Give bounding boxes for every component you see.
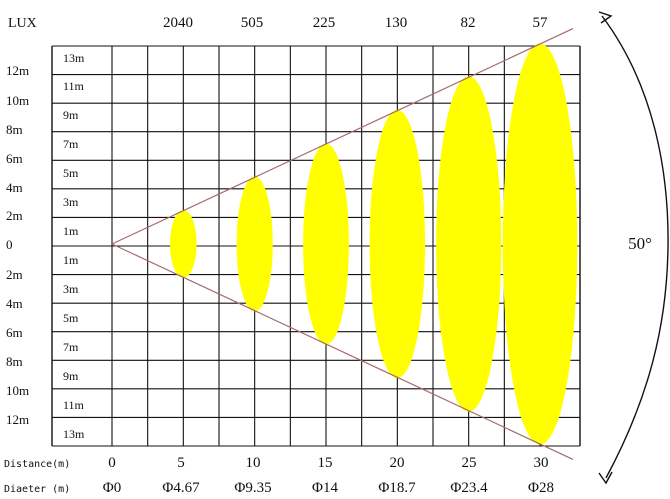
inner-scale-upper-3m: 3m — [63, 195, 79, 209]
left-scale-lower-2m: 2m — [6, 267, 23, 282]
inner-scale-lower-9m: 9m — [63, 369, 79, 383]
left-scale-lower-12m: 12m — [6, 412, 29, 427]
inner-scale-lower-3m: 3m — [63, 282, 79, 296]
left-scale-lower-6m: 6m — [6, 325, 23, 340]
left-scale-upper-6m: 6m — [6, 151, 23, 166]
beam-spot — [436, 76, 502, 412]
distance-30: 30 — [534, 455, 549, 471]
top-arrowhead-icon — [598, 11, 613, 24]
beam-angle-arc — [601, 15, 669, 479]
diameter-25: Φ23.4 — [450, 480, 488, 496]
inner-scale-upper-1m: 1m — [63, 224, 79, 238]
inner-scale: 13m 11m 9m 7m 5m 3m 1m 1m 3m 5m 7m 9m 11… — [63, 51, 85, 441]
light-beams — [170, 43, 578, 445]
inner-scale-upper-5m: 5m — [63, 166, 79, 180]
lux-value-25m: 82 — [461, 15, 476, 31]
lower-beam-edge-line — [111, 243, 574, 460]
diameter-0: Φ0 — [103, 480, 121, 496]
diameter-15: Φ14 — [312, 480, 338, 496]
diameter-label: Diaeter (m) — [4, 484, 70, 495]
lux-value-5m: 2040 — [163, 15, 193, 31]
diameter-10: Φ9.35 — [234, 480, 271, 496]
inner-scale-upper-13m: 13m — [63, 51, 85, 65]
distance-15: 15 — [318, 455, 333, 471]
diameter-20: Φ18.7 — [378, 480, 416, 496]
inner-scale-upper-11m: 11m — [63, 79, 85, 93]
inner-scale-lower-5m: 5m — [63, 311, 79, 325]
distance-5: 5 — [177, 455, 185, 471]
beam-edge-lines — [111, 28, 574, 460]
left-outer-scale: 12m 10m 8m 6m 4m 2m 0 2m 4m 6m 8m 10m 12… — [6, 63, 29, 427]
left-scale-center: 0 — [6, 237, 13, 252]
distance-20: 20 — [390, 455, 405, 471]
distance-0: 0 — [108, 455, 116, 471]
left-scale-upper-10m: 10m — [6, 93, 29, 108]
left-scale-lower-8m: 8m — [6, 354, 23, 369]
beam-spot — [369, 109, 426, 379]
inner-scale-lower-7m: 7m — [63, 340, 79, 354]
left-scale-upper-8m: 8m — [6, 122, 23, 137]
inner-scale-lower-11m: 11m — [63, 398, 85, 412]
lux-label: LUX — [8, 16, 37, 31]
lux-values: 2040 505 225 130 82 57 — [163, 15, 548, 31]
left-scale-upper-2m: 2m — [6, 208, 23, 223]
beam-spot — [502, 43, 578, 445]
diameter-5: Φ4.67 — [162, 480, 200, 496]
inner-scale-lower-1m: 1m — [63, 253, 79, 267]
diameter-30: Φ28 — [528, 480, 554, 496]
beam-spot — [236, 176, 273, 312]
bottom-axis: Distance(m) Diaeter (m) 0 5 10 15 20 25 … — [4, 455, 554, 496]
distance-10: 10 — [246, 455, 261, 471]
left-scale-upper-4m: 4m — [6, 180, 23, 195]
lux-value-15m: 225 — [313, 15, 336, 31]
beam-spot — [170, 210, 197, 278]
left-scale-upper-12m: 12m — [6, 63, 29, 78]
left-scale-lower-10m: 10m — [6, 383, 29, 398]
lux-value-30m: 57 — [533, 15, 549, 31]
lux-value-20m: 130 — [385, 15, 408, 31]
beam-angle-label: 50° — [628, 234, 652, 253]
beam-spot — [303, 143, 349, 345]
upper-beam-edge-line — [111, 28, 574, 245]
inner-scale-upper-7m: 7m — [63, 137, 79, 151]
left-scale-lower-4m: 4m — [6, 296, 23, 311]
inner-scale-lower-13m: 13m — [63, 427, 85, 441]
distance-25: 25 — [462, 455, 477, 471]
bottom-arrowhead-icon — [598, 471, 613, 485]
distance-label: Distance(m) — [4, 459, 70, 470]
lux-value-10m: 505 — [241, 15, 264, 31]
inner-scale-upper-9m: 9m — [63, 108, 79, 122]
